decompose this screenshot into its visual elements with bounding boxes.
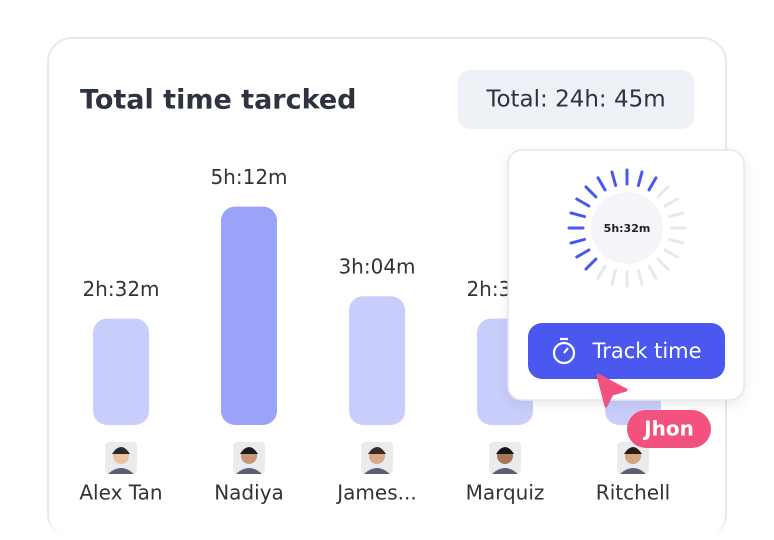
dial-tick [569,211,586,219]
dial-tick [584,185,598,199]
timer-dial [567,168,687,288]
dial-tick [636,269,644,286]
dial-tick [596,176,607,192]
dial-tick [575,248,591,259]
dial-tick [647,176,658,192]
cursor-tag-label: Jhon [642,417,694,441]
dial-tick [610,269,618,286]
dial-tick [663,197,679,208]
track-button-label[interactable]: Track time [591,339,701,363]
timer-popup: 5h:32m Track time [507,149,745,401]
total-text: Total: 24h: 45m [485,87,665,113]
dial-tick [668,211,685,219]
cursor-tag [627,410,711,448]
bar-value-label: 3h:04m [338,255,415,279]
card-title: Total time tarcked [80,85,357,116]
total-pill [458,70,694,129]
dial-tick [656,185,670,199]
stopwatch-icon [552,337,576,365]
bar [93,318,149,425]
track-button[interactable] [528,323,725,379]
dial-tick [596,264,607,280]
bar [221,206,277,425]
bar-value-label: 2h:32m [82,277,159,301]
dial-tick [636,170,644,187]
dial-tick [569,237,586,245]
dial-tick [656,257,670,271]
dial-tick [663,248,679,259]
bar-value-label: 5h:12m [210,165,287,189]
dial-tick [584,257,598,271]
dial-tick [575,197,591,208]
dial-center [591,192,663,264]
dial-tick [610,170,618,187]
dial-tick [647,264,658,280]
card-fade [48,420,726,536]
bar [349,296,405,425]
dial-tick [668,237,685,245]
timer-text: 5h:32m [604,222,651,235]
cursor [596,373,628,408]
